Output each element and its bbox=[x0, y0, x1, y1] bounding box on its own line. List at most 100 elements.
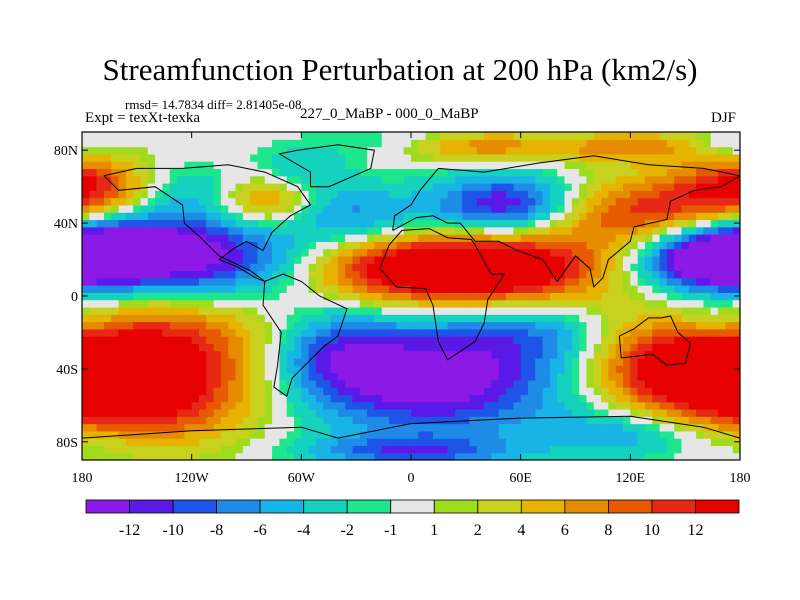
field-cell bbox=[498, 343, 507, 352]
field-cell bbox=[82, 408, 90, 417]
field-cell bbox=[272, 379, 280, 388]
field-cell bbox=[623, 445, 631, 454]
field-cell bbox=[294, 255, 302, 264]
field-cell bbox=[301, 153, 310, 162]
field-cell bbox=[89, 365, 98, 374]
field-cell bbox=[681, 387, 690, 395]
field-cell bbox=[432, 321, 441, 330]
field-cell bbox=[206, 197, 215, 206]
field-cell bbox=[220, 153, 229, 162]
field-cell bbox=[432, 299, 441, 308]
field-cell bbox=[432, 306, 441, 315]
field-cell bbox=[396, 204, 405, 213]
field-cell bbox=[440, 197, 449, 206]
field-cell bbox=[82, 299, 90, 308]
field-cell bbox=[725, 204, 734, 213]
field-cell bbox=[652, 190, 661, 199]
field-cell bbox=[659, 255, 668, 264]
field-cell bbox=[476, 234, 485, 242]
field-cell bbox=[147, 445, 156, 454]
field-cell bbox=[272, 438, 280, 447]
field-cell bbox=[103, 234, 112, 242]
field-cell bbox=[352, 394, 361, 403]
field-cell bbox=[374, 292, 383, 301]
field-cell bbox=[213, 132, 222, 140]
field-cell bbox=[688, 416, 697, 425]
field-cell bbox=[294, 394, 302, 403]
field-cell bbox=[235, 306, 244, 315]
field-cell bbox=[374, 183, 383, 191]
field-cell bbox=[403, 343, 412, 352]
field-cell bbox=[374, 197, 383, 206]
field-cell bbox=[147, 241, 156, 250]
field-cell bbox=[579, 365, 588, 374]
field-cell bbox=[177, 365, 185, 374]
field-cell bbox=[140, 168, 149, 177]
field-cell bbox=[352, 168, 361, 177]
field-cell bbox=[447, 452, 456, 460]
field-cell bbox=[381, 263, 390, 272]
field-cell bbox=[330, 139, 339, 148]
field-cell bbox=[250, 401, 259, 410]
field-cell bbox=[206, 438, 215, 447]
field-cell bbox=[330, 241, 339, 250]
field-cell bbox=[82, 168, 90, 177]
field-cell bbox=[520, 132, 529, 140]
field-cell bbox=[403, 175, 412, 184]
field-cell bbox=[147, 430, 156, 439]
field-cell bbox=[432, 387, 441, 395]
field-cell bbox=[125, 314, 134, 323]
field-cell bbox=[359, 234, 368, 242]
field-cell bbox=[169, 285, 178, 293]
field-cell bbox=[623, 336, 631, 344]
field-cell bbox=[440, 299, 449, 308]
field-cell bbox=[688, 212, 697, 221]
field-cell bbox=[542, 292, 551, 301]
field-cell bbox=[279, 146, 288, 155]
field-cell bbox=[111, 401, 120, 410]
field-cell bbox=[601, 357, 609, 366]
field-cell bbox=[213, 438, 222, 447]
field-cell bbox=[506, 365, 514, 374]
field-cell bbox=[191, 212, 200, 221]
field-cell bbox=[476, 452, 485, 460]
field-cell bbox=[432, 226, 441, 235]
field-cell bbox=[155, 248, 164, 257]
field-cell bbox=[432, 132, 441, 140]
field-cell bbox=[469, 292, 478, 301]
field-cell bbox=[476, 372, 485, 381]
field-cell bbox=[242, 387, 251, 395]
field-cell bbox=[527, 401, 536, 410]
field-cell bbox=[710, 452, 719, 460]
field-cell bbox=[586, 452, 595, 460]
field-cell bbox=[286, 430, 295, 439]
field-cell bbox=[315, 153, 324, 162]
field-cell bbox=[469, 299, 478, 308]
field-cell bbox=[542, 219, 551, 228]
field-cell bbox=[220, 343, 229, 352]
field-cell bbox=[206, 183, 215, 191]
field-cell bbox=[637, 255, 646, 264]
field-cell bbox=[601, 234, 609, 242]
field-cell bbox=[279, 314, 288, 323]
field-cell bbox=[579, 401, 588, 410]
field-cell bbox=[301, 175, 310, 184]
field-cell bbox=[454, 241, 463, 250]
field-cell bbox=[557, 234, 566, 242]
field-cell bbox=[301, 146, 310, 155]
field-cell bbox=[389, 408, 397, 417]
field-cell bbox=[89, 387, 98, 395]
field-cell bbox=[242, 328, 251, 337]
field-cell bbox=[593, 153, 602, 162]
field-cell bbox=[527, 438, 536, 447]
field-cell bbox=[630, 139, 639, 148]
field-cell bbox=[498, 328, 507, 337]
field-cell bbox=[688, 263, 697, 272]
field-cell bbox=[542, 365, 551, 374]
field-cell bbox=[264, 408, 273, 417]
field-cell bbox=[96, 438, 105, 447]
field-cell bbox=[308, 357, 317, 366]
field-cell bbox=[513, 212, 522, 221]
field-cell bbox=[666, 408, 675, 417]
field-cell bbox=[703, 153, 712, 162]
